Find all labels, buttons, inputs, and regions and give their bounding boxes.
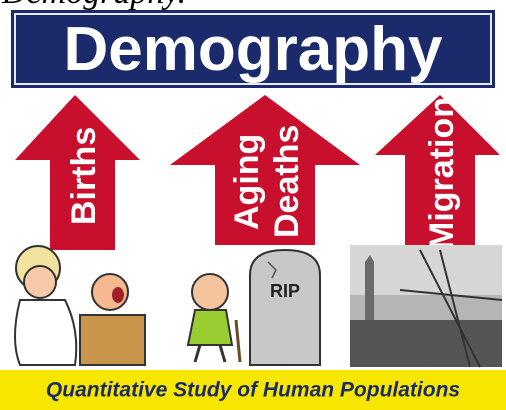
poster: Demography. Demography Births Aging Deat… [0, 0, 506, 410]
migration-photo [350, 245, 502, 367]
tombstone: RIP [250, 250, 320, 365]
caption: Demography. [1, 0, 186, 11]
arrow-label: Migration [423, 97, 461, 250]
arrow-label: Aging [228, 134, 266, 230]
tombstone-text: RIP [270, 281, 300, 301]
title: Demography [64, 15, 443, 84]
arrow-label: Deaths [268, 125, 306, 238]
footer-text: Quantitative Study of Human Populations [46, 379, 460, 402]
arrow-label: Births [65, 127, 103, 225]
